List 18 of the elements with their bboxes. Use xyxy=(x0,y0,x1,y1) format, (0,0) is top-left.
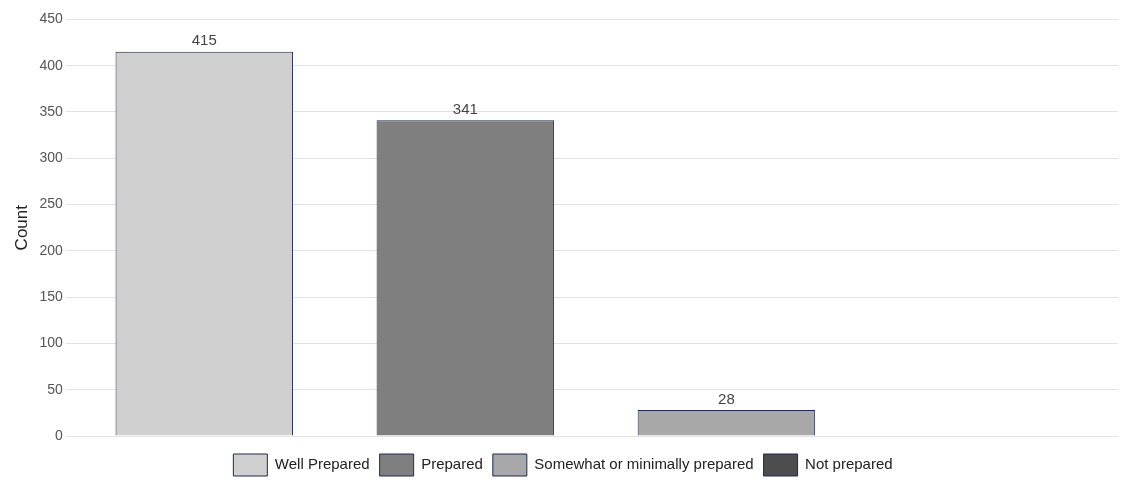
y-tick-label: 350 xyxy=(39,102,63,119)
y-axis-title: Count xyxy=(11,204,31,251)
data-label: 28 xyxy=(718,389,735,407)
y-tick-label: 450 xyxy=(39,10,63,27)
y-tick-label: 250 xyxy=(39,195,63,212)
y-tick-label: 100 xyxy=(39,334,63,351)
y-tick-label: 300 xyxy=(39,149,63,166)
legend-label: Prepared xyxy=(421,455,483,473)
legend-label: Somewhat or minimally prepared xyxy=(534,455,754,473)
data-label: 341 xyxy=(452,99,478,117)
y-tick-label: 400 xyxy=(39,56,63,73)
y-tick-label: 50 xyxy=(47,380,63,397)
data-label: 415 xyxy=(191,31,217,49)
y-tick-label: 150 xyxy=(39,287,63,304)
legend-label: Not prepared xyxy=(805,455,893,473)
legend-label: Well Prepared xyxy=(274,455,370,473)
y-tick-label: 0 xyxy=(54,426,63,443)
y-tick-label: 200 xyxy=(39,241,63,258)
